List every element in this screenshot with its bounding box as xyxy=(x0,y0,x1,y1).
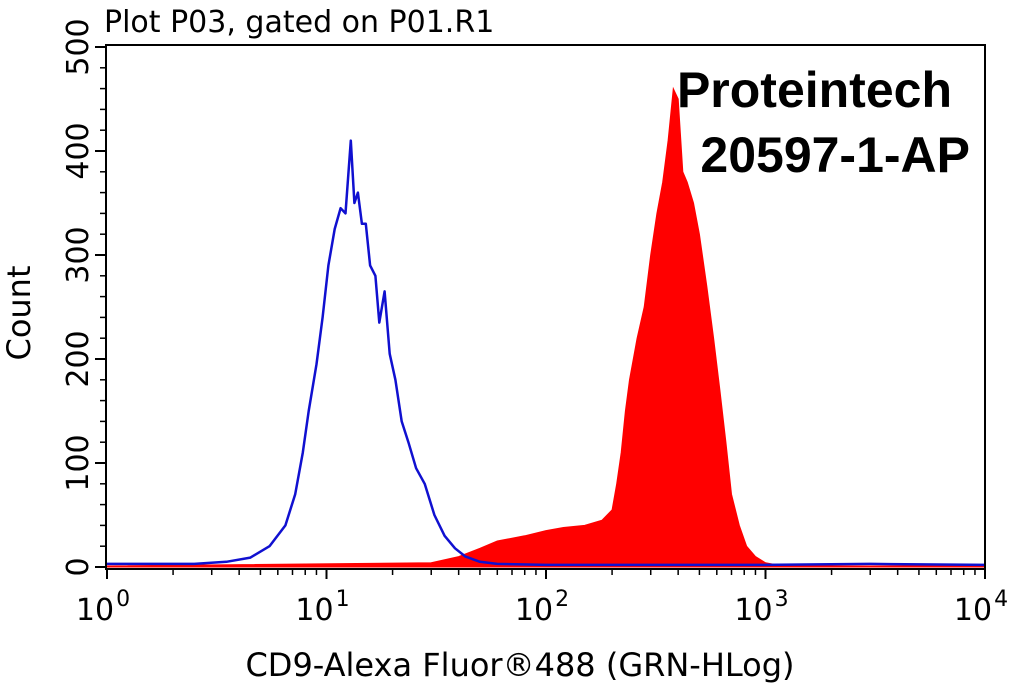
x-tick-label: 101 xyxy=(295,587,349,628)
plot-frame xyxy=(105,44,986,570)
y-tick-label: 0 xyxy=(61,557,96,576)
x-axis-label: CD9-Alexa Fluor®488 (GRN-HLog) xyxy=(245,646,794,683)
chart-title: Plot P03, gated on P01.R1 xyxy=(104,5,494,40)
x-tick-exponent: 2 xyxy=(555,587,569,612)
x-tick-exponent: 3 xyxy=(775,587,789,612)
y-tick-label: 200 xyxy=(61,330,96,387)
brand-annotation: Proteintech xyxy=(677,62,952,118)
x-axis-ticks: 100 101 102 103 104 xyxy=(76,569,1008,628)
y-tick-label: 100 xyxy=(61,434,96,491)
series-0-line xyxy=(107,139,986,567)
y-axis-label: Count xyxy=(0,265,38,360)
x-tick-exponent: 4 xyxy=(994,587,1008,612)
y-tick-label: 500 xyxy=(61,18,96,75)
plot-area xyxy=(106,86,986,568)
x-tick-exponent: 1 xyxy=(336,587,350,612)
y-tick-label: 400 xyxy=(61,122,96,179)
catalog-annotation: 20597-1-AP xyxy=(700,127,970,183)
y-tick-label: 300 xyxy=(61,226,96,283)
x-tick-exponent: 0 xyxy=(116,587,130,612)
x-tick-label: 100 xyxy=(76,587,130,628)
x-tick-label: 103 xyxy=(734,587,788,628)
y-axis-ticks: 0 100 200 300 400 500 xyxy=(61,18,106,577)
x-tick-label: 102 xyxy=(515,587,569,628)
x-tick-label: 104 xyxy=(954,587,1008,628)
series-1-area xyxy=(106,86,986,568)
